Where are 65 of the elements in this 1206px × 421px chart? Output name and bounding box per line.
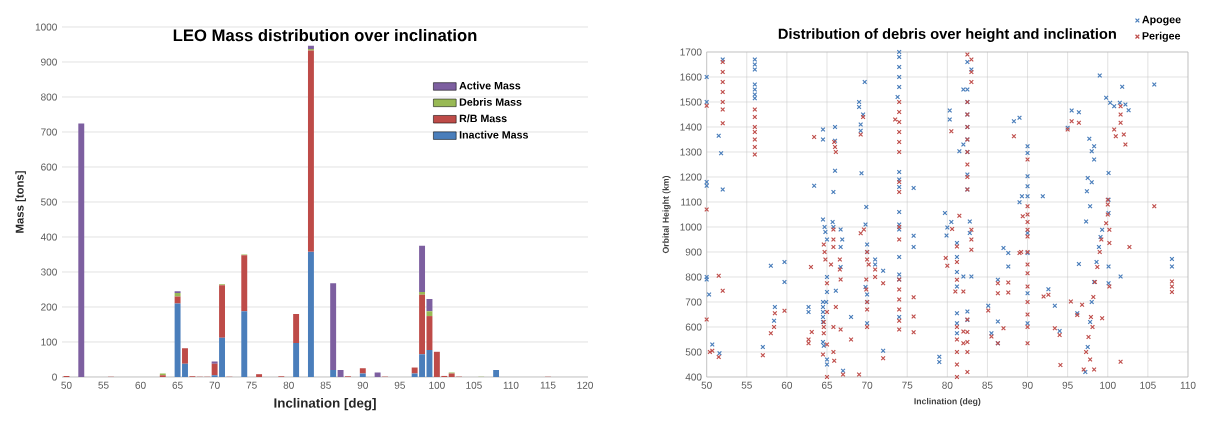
x-axis-title: Inclination (deg) [914, 397, 981, 407]
y-axis-title: Mass [tons] [15, 171, 26, 233]
y-tick-label: 1700 [680, 48, 702, 56]
y-tick-label: 1400 [680, 123, 702, 131]
y-tick-label: 1100 [681, 198, 702, 206]
x-tick-label: 110 [503, 381, 519, 389]
y-tick-label: 100 [41, 338, 57, 346]
x-tick-label: 100 [1100, 381, 1116, 389]
y-tick-label: 500 [41, 198, 57, 206]
y-axis-title: Orbital Height (km) [662, 175, 671, 254]
x-tick-label: 50 [701, 381, 712, 389]
x-tick-label: 65 [821, 381, 833, 389]
y-tick-label: 1600 [680, 73, 702, 81]
x-tick-label: 75 [246, 381, 257, 389]
y-tick-label: 1200 [680, 173, 702, 181]
x-tick-label: 90 [357, 381, 368, 389]
x-tick-label: 60 [135, 381, 146, 389]
x-tick-label: 120 [577, 381, 593, 389]
y-tick-label: 200 [41, 303, 57, 311]
x-tick-label: 85 [320, 381, 331, 389]
y-tick-label: 900 [685, 248, 702, 256]
x-tick-label: 105 [1140, 381, 1156, 389]
y-tick-label: 600 [41, 163, 57, 171]
x-tick-label: 90 [1022, 381, 1033, 389]
x-tick-label: 50 [61, 381, 72, 389]
x-axis-title: Inclination [deg] [274, 397, 376, 411]
x-tick-label: 70 [209, 381, 220, 389]
y-tick-label: 900 [41, 58, 57, 66]
legend-label: Debris Mass [459, 97, 522, 106]
x-tick-label: 110 [1180, 381, 1196, 389]
x-tick-label: 60 [781, 381, 793, 389]
legend-label: Inactive Mass [459, 130, 529, 139]
legend-label: Apogee [1142, 15, 1181, 26]
y-tick-label: 400 [685, 373, 702, 381]
chart-title: LEO Mass distribution over inclination [173, 28, 477, 42]
legend-label: Active Mass [459, 81, 521, 90]
x-tick-label: 80 [942, 381, 953, 389]
x-tick-label: 75 [902, 381, 913, 389]
y-tick-label: 700 [41, 128, 57, 136]
x-tick-label: 95 [394, 381, 405, 389]
x-tick-label: 70 [862, 381, 873, 389]
y-tick-label: 1500 [680, 98, 702, 106]
x-tick-label: 65 [172, 381, 183, 389]
y-tick-label: 0 [52, 373, 57, 381]
x-tick-label: 85 [982, 381, 993, 389]
y-tick-label: 800 [685, 273, 702, 281]
y-tick-label: 500 [685, 348, 702, 356]
y-tick-label: 600 [685, 323, 702, 331]
y-tick-label: 700 [685, 298, 702, 306]
x-tick-label: 100 [429, 381, 445, 389]
legend-label: Perigee [1142, 31, 1181, 42]
x-tick-label: 55 [741, 381, 752, 389]
y-tick-label: 800 [41, 93, 57, 101]
x-tick-label: 55 [98, 381, 109, 389]
x-tick-label: 80 [283, 381, 294, 389]
x-tick-label: 115 [540, 381, 556, 389]
x-tick-label: 95 [1062, 381, 1073, 389]
y-tick-label: 1000 [680, 223, 702, 231]
y-tick-label: 1300 [680, 148, 702, 156]
chart-title: Distribution of debris over height and inclination [778, 28, 1116, 42]
legend-label: R/B Mass [459, 114, 507, 123]
y-tick-label: 300 [41, 268, 57, 276]
y-tick-label: 400 [40, 233, 57, 241]
y-tick-label: 1000 [35, 23, 57, 31]
x-tick-label: 105 [466, 381, 482, 389]
